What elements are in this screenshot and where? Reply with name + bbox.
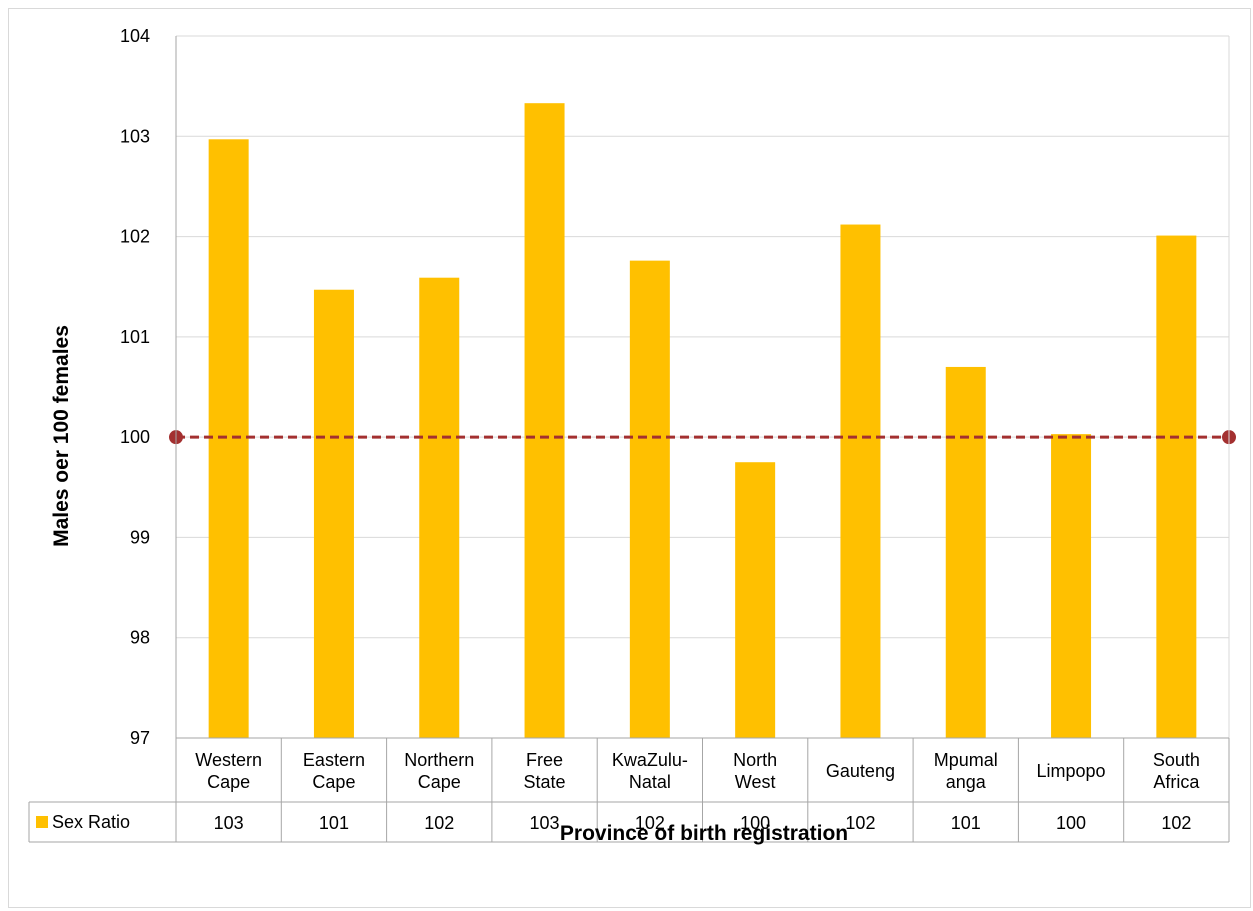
x-category-label: West — [735, 772, 776, 792]
data-table-value: 101 — [951, 813, 981, 833]
x-category-label: Eastern — [303, 750, 365, 770]
x-category-label: North — [733, 750, 777, 770]
data-table-value: 103 — [214, 813, 244, 833]
y-axis-label: Males oer 100 females — [50, 325, 73, 547]
legend-swatch — [36, 816, 48, 828]
x-category-label: Mpumal — [934, 750, 998, 770]
y-tick-label: 98 — [130, 628, 150, 648]
bar — [1156, 235, 1197, 738]
y-tick-label: 104 — [120, 26, 150, 46]
data-table-value: 102 — [845, 813, 875, 833]
legend-series-name: Sex Ratio — [52, 812, 130, 832]
bar — [313, 289, 354, 738]
x-category-label: Free — [526, 750, 563, 770]
bar — [945, 366, 986, 738]
y-tick-label: 100 — [120, 427, 150, 447]
x-category-label: Gauteng — [826, 761, 895, 781]
data-table-value: 102 — [1161, 813, 1191, 833]
bar — [735, 462, 776, 738]
bar — [524, 103, 565, 739]
x-category-label: KwaZulu- — [612, 750, 688, 770]
data-table: WesternCapeEasternCapeNorthernCapeFreeSt… — [28, 737, 1230, 843]
y-tick-label: 97 — [130, 728, 150, 748]
data-table-value: 101 — [319, 813, 349, 833]
x-category-label: Cape — [207, 772, 250, 792]
data-table-value: 100 — [740, 813, 770, 833]
x-category-label: Natal — [629, 772, 671, 792]
data-table-value: 100 — [1056, 813, 1086, 833]
data-table-value: 103 — [530, 813, 560, 833]
data-table-value: 102 — [635, 813, 665, 833]
y-tick-label: 103 — [120, 126, 150, 146]
axes: 97 98 99 100 101 102 103 104 — [120, 26, 1230, 748]
x-category-label: Cape — [418, 772, 461, 792]
bars — [208, 103, 1197, 739]
bar — [1051, 434, 1092, 738]
x-category-label: Africa — [1153, 772, 1200, 792]
x-category-label: Limpopo — [1037, 761, 1106, 781]
y-tick-label: 101 — [120, 327, 150, 347]
y-tick-label: 99 — [130, 527, 150, 547]
x-category-label: Western — [195, 750, 262, 770]
x-axis-label: Province of birth registration — [560, 822, 848, 845]
x-category-label: Northern — [404, 750, 474, 770]
x-category-label: Cape — [312, 772, 355, 792]
x-category-label: South — [1153, 750, 1200, 770]
bar — [208, 139, 249, 738]
x-category-label: State — [524, 772, 566, 792]
y-tick-label: 102 — [120, 227, 150, 247]
data-table-value: 102 — [424, 813, 454, 833]
bar — [840, 224, 881, 739]
x-category-label: anga — [946, 772, 987, 792]
bar — [629, 260, 670, 738]
bar — [419, 277, 460, 738]
